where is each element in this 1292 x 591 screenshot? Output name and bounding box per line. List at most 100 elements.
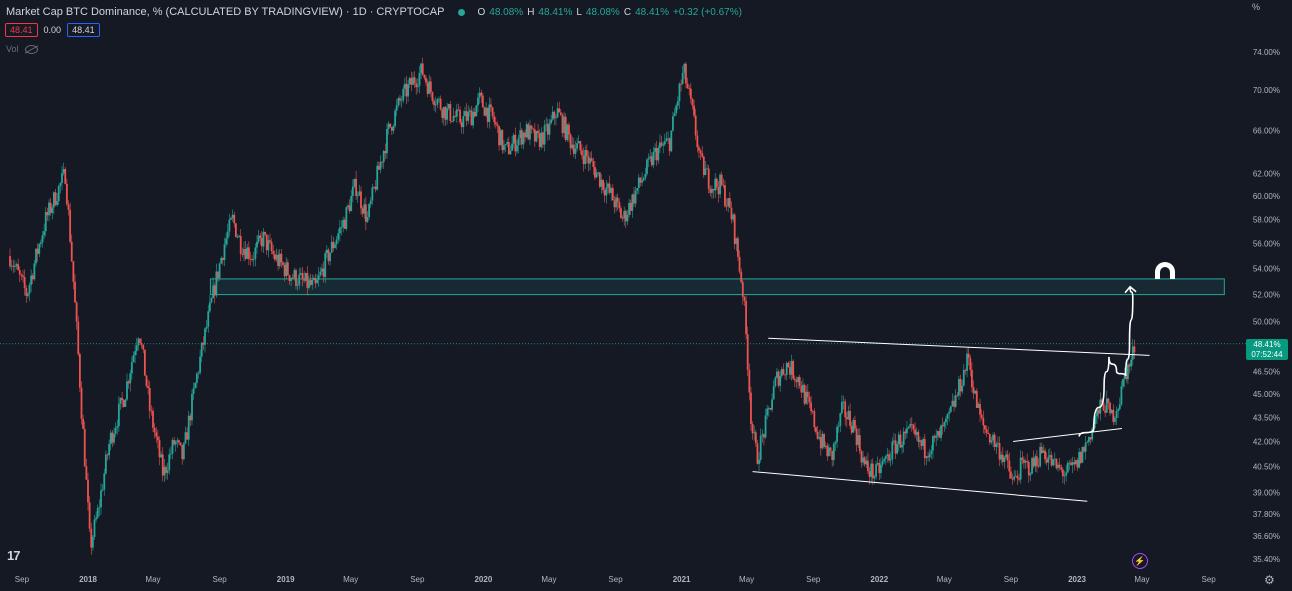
candle-body bbox=[241, 254, 244, 255]
candle-body bbox=[780, 368, 783, 377]
candle-body bbox=[572, 144, 575, 154]
buy-price-box[interactable]: 48.41 bbox=[67, 23, 100, 37]
candle-body bbox=[161, 454, 164, 476]
candle-body bbox=[139, 338, 141, 343]
lightning-icon[interactable]: ⚡ bbox=[1132, 553, 1148, 569]
candle-body bbox=[59, 182, 62, 186]
candle-body bbox=[816, 431, 819, 439]
candle-body bbox=[233, 214, 236, 224]
candle-body bbox=[668, 138, 671, 152]
candle-body bbox=[72, 261, 75, 282]
candle-body bbox=[117, 403, 120, 427]
candle-body bbox=[290, 277, 293, 281]
tradingview-logo-icon[interactable]: 17 bbox=[7, 548, 21, 563]
candle-body bbox=[889, 459, 892, 461]
candle-body bbox=[179, 442, 182, 445]
projection-arrow[interactable] bbox=[1078, 286, 1134, 437]
symbol-title[interactable]: Market Cap BTC Dominance, % (CALCULATED … bbox=[6, 6, 445, 18]
candle-body bbox=[1023, 459, 1025, 463]
candle-body bbox=[1107, 398, 1110, 403]
candle-body bbox=[397, 98, 400, 106]
candle-body bbox=[480, 92, 483, 96]
sell-price-box[interactable]: 48.41 bbox=[5, 23, 38, 37]
candle-body bbox=[483, 107, 486, 116]
candle-body bbox=[278, 253, 281, 266]
volume-indicator[interactable]: Vol bbox=[6, 44, 38, 54]
candle-body bbox=[849, 410, 851, 426]
candle-body bbox=[1019, 457, 1022, 480]
candle-body bbox=[236, 236, 239, 238]
candle-body bbox=[958, 379, 960, 396]
candle-body bbox=[519, 130, 522, 139]
candle-body bbox=[64, 169, 67, 184]
candle-body bbox=[837, 426, 840, 427]
y-tick-label: 54.00% bbox=[1253, 265, 1280, 274]
candle-body bbox=[639, 177, 642, 183]
gear-icon[interactable]: ⚙ bbox=[1264, 573, 1275, 587]
candle-body bbox=[504, 144, 507, 146]
candle-body bbox=[124, 399, 127, 407]
candle-body bbox=[423, 74, 426, 78]
candle-body bbox=[282, 262, 284, 265]
candle-body bbox=[969, 358, 972, 370]
candle-body bbox=[644, 173, 647, 179]
candle-body bbox=[992, 434, 994, 441]
candle-body bbox=[191, 393, 193, 421]
candle-body bbox=[893, 440, 895, 442]
candle-body bbox=[1001, 454, 1004, 462]
candle-body bbox=[501, 129, 504, 151]
candle-body bbox=[210, 298, 213, 303]
candle-body bbox=[524, 132, 526, 138]
candle-body bbox=[507, 142, 510, 155]
candle-body bbox=[1049, 455, 1051, 457]
candle-body bbox=[473, 111, 476, 117]
candle-body bbox=[433, 100, 435, 106]
candle-body bbox=[212, 285, 215, 299]
candle-body bbox=[984, 425, 986, 430]
candle-body bbox=[405, 83, 408, 97]
candle-body bbox=[325, 249, 328, 254]
candle-body bbox=[707, 168, 710, 189]
candle-body bbox=[803, 384, 806, 404]
candle-body bbox=[1014, 475, 1017, 477]
candle-body bbox=[681, 72, 684, 84]
candle-body bbox=[470, 110, 473, 126]
candle-body bbox=[400, 100, 403, 102]
candle-body bbox=[351, 186, 354, 196]
candle-body bbox=[925, 456, 928, 459]
candle-body bbox=[205, 326, 208, 329]
candle-body bbox=[529, 125, 531, 140]
candle-body bbox=[369, 200, 372, 205]
candle-body bbox=[1029, 473, 1032, 476]
candle-body bbox=[594, 167, 596, 178]
candle-body bbox=[280, 253, 283, 263]
candle-body bbox=[602, 179, 604, 191]
candle-body bbox=[582, 155, 585, 165]
candle-body bbox=[779, 376, 782, 386]
magnet-icon[interactable] bbox=[1155, 262, 1175, 279]
eye-off-icon[interactable] bbox=[24, 44, 38, 54]
candle-body bbox=[657, 147, 660, 161]
candle-body bbox=[535, 130, 538, 142]
candle-body bbox=[1050, 455, 1053, 466]
candle-body bbox=[330, 241, 333, 253]
candle-body bbox=[1088, 437, 1090, 442]
resistance-zone[interactable] bbox=[209, 278, 1225, 296]
candle-body bbox=[993, 434, 996, 447]
candle-body bbox=[126, 381, 128, 400]
candle-body bbox=[77, 321, 80, 355]
y-tick-label: 46.50% bbox=[1253, 367, 1280, 376]
candle-body bbox=[917, 431, 920, 442]
candle-body bbox=[530, 125, 533, 129]
trend-line[interactable] bbox=[752, 471, 1088, 502]
candle-body bbox=[1000, 454, 1003, 460]
trend-line[interactable] bbox=[768, 337, 1150, 356]
trend-line[interactable] bbox=[1013, 427, 1123, 442]
candle-body bbox=[542, 132, 544, 145]
candle-body bbox=[429, 81, 432, 93]
candle-body bbox=[980, 414, 983, 418]
candle-body bbox=[748, 369, 751, 393]
candle-body bbox=[829, 447, 832, 451]
candle-body bbox=[327, 249, 330, 262]
